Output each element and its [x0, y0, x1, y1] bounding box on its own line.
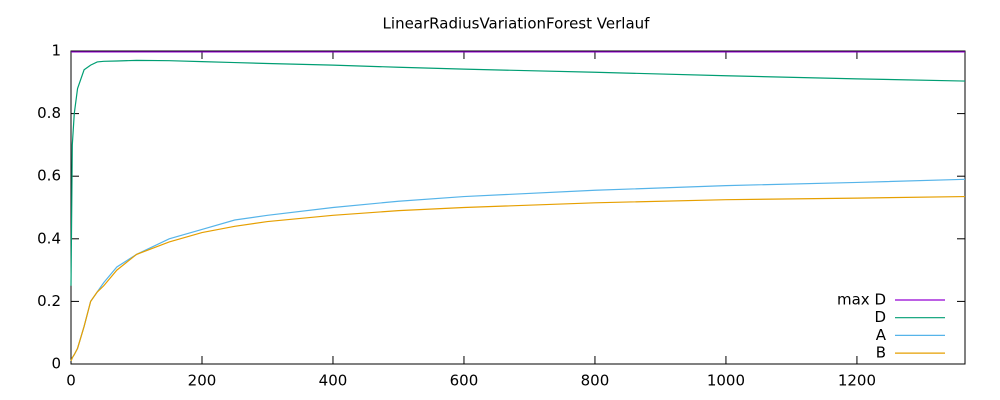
series-line [70, 59, 966, 286]
series-line [70, 195, 966, 362]
x-tick-label: 0 [66, 372, 76, 390]
legend-label: B [876, 344, 886, 362]
x-tick-label: 1000 [707, 372, 745, 390]
y-tick-label: 0.6 [37, 167, 61, 185]
x-tick-label: 1200 [838, 372, 876, 390]
x-tick-label: 400 [319, 372, 348, 390]
y-tick-label: 0.2 [37, 292, 61, 310]
y-tick-label: 1 [51, 42, 61, 60]
y-tick-label: 0.8 [37, 104, 61, 122]
series-line [70, 178, 966, 362]
y-tick-label: 0.4 [37, 229, 61, 247]
legend-label: A [876, 326, 887, 344]
chart-title: LinearRadiusVariationForest Verlauf [383, 15, 651, 33]
x-tick-label: 600 [450, 372, 479, 390]
x-tick-label: 200 [188, 372, 217, 390]
legend-label: max D [837, 291, 886, 309]
x-tick-label: 800 [581, 372, 610, 390]
y-tick-label: 0 [51, 355, 61, 373]
legend-label: D [874, 308, 886, 326]
plot-border [70, 50, 966, 365]
